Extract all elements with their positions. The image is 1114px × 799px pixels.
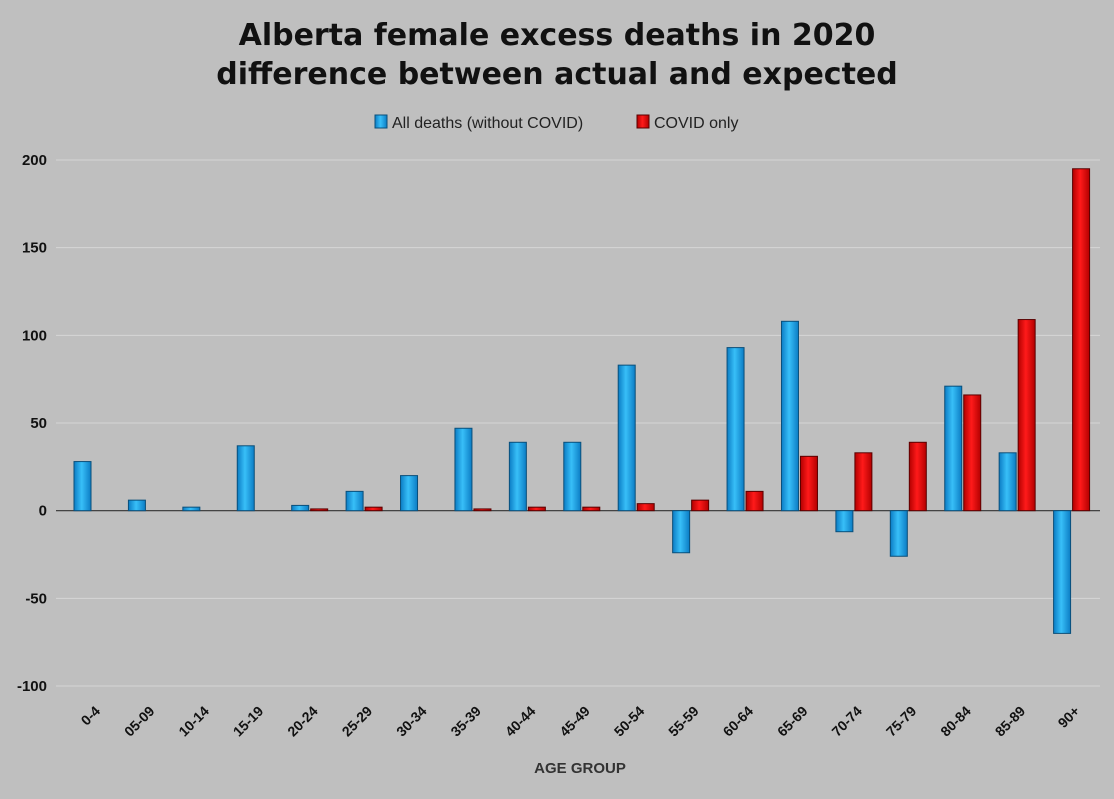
x-tick-label: 40-44 <box>502 703 539 740</box>
bar-all-deaths-65-69 <box>780 320 799 512</box>
bar-all-deaths-30-34 <box>400 475 419 512</box>
y-tick-label: -100 <box>17 678 47 695</box>
x-tick-label: 90+ <box>1055 703 1083 731</box>
x-tick-label: 05-09 <box>121 703 158 740</box>
y-tick-label: 50 <box>30 415 47 432</box>
bar-all-deaths-70-74 <box>835 510 854 533</box>
bar-all-deaths-50-54 <box>617 364 636 512</box>
bar-all-deaths-05-09 <box>127 499 146 512</box>
legend: All deaths (without COVID) COVID only <box>374 114 738 132</box>
gridlines <box>56 159 1100 687</box>
x-tick-label: 70-74 <box>828 703 865 740</box>
x-axis-title: AGE GROUP <box>534 760 626 777</box>
x-tick-label: 45-49 <box>556 703 593 740</box>
bar-covid-only-90+ <box>1072 168 1091 512</box>
bar-covid-only-65-69 <box>799 455 818 512</box>
x-tick-label: 80-84 <box>937 703 974 740</box>
x-tick-label: 10-14 <box>175 703 212 740</box>
x-tick-label: 60-64 <box>720 703 757 740</box>
legend-label-covid-only: COVID only <box>654 115 738 132</box>
bar-all-deaths-90+ <box>1053 510 1072 634</box>
bar-all-deaths-40-44 <box>508 441 527 512</box>
legend-label-all-deaths: All deaths (without COVID) <box>392 115 583 132</box>
bar-all-deaths-15-19 <box>236 445 255 512</box>
bar-covid-only-50-54 <box>636 503 655 512</box>
y-tick-label: 150 <box>22 240 47 257</box>
chart-subtitle: difference between actual and expected <box>216 57 898 92</box>
y-tick-label: 0 <box>39 503 47 520</box>
y-tick-label: 100 <box>22 327 47 344</box>
bar-all-deaths-35-39 <box>454 427 473 512</box>
bar-all-deaths-10-14 <box>182 506 201 512</box>
x-tick-label: 15-19 <box>230 703 267 740</box>
x-tick-label: 0-4 <box>77 703 103 729</box>
chart-title: Alberta female excess deaths in 2020 <box>239 18 876 53</box>
x-tick-label: 25-29 <box>339 703 376 740</box>
bar-covid-only-25-29 <box>364 506 383 512</box>
x-tick-label: 65-69 <box>774 703 811 740</box>
bar-covid-only-70-74 <box>854 452 873 512</box>
bar-all-deaths-45-49 <box>563 441 582 512</box>
y-axis-ticks: 200 150 100 50 0 -50 -100 <box>17 152 47 695</box>
bar-covid-only-55-59 <box>691 499 710 512</box>
x-tick-label: 85-89 <box>992 703 1029 740</box>
bar-covid-only-75-79 <box>908 441 927 512</box>
x-tick-label: 35-39 <box>447 703 484 740</box>
y-tick-label: -50 <box>25 590 47 607</box>
bar-covid-only-40-44 <box>527 506 546 512</box>
legend-swatch-covid-only <box>636 114 650 129</box>
x-tick-label: 20-24 <box>284 703 321 740</box>
x-tick-label: 50-54 <box>611 703 648 740</box>
bar-covid-only-45-49 <box>582 506 601 512</box>
bar-all-deaths-20-24 <box>291 504 310 512</box>
bar-all-deaths-0-4 <box>73 461 92 512</box>
bar-all-deaths-80-84 <box>944 385 963 512</box>
x-tick-label: 30-34 <box>393 703 430 740</box>
bar-covid-only-60-64 <box>745 490 764 512</box>
x-tick-label: 55-59 <box>665 703 702 740</box>
bar-all-deaths-25-29 <box>345 490 364 512</box>
legend-swatch-all-deaths <box>374 114 388 129</box>
x-axis-ticks: 0-4 05-09 10-14 15-19 20-24 25-29 30-34 35-39 40… <box>77 703 1082 740</box>
bar-all-deaths-60-64 <box>726 347 745 512</box>
bar-all-deaths-55-59 <box>672 510 691 554</box>
bar-all-deaths-85-89 <box>998 452 1017 512</box>
bar-covid-only-80-84 <box>963 394 982 512</box>
bar-covid-only-20-24 <box>310 508 329 512</box>
x-tick-label: 75-79 <box>883 703 920 740</box>
bar-all-deaths-75-79 <box>889 510 908 557</box>
bars <box>73 168 1091 634</box>
bar-covid-only-85-89 <box>1017 319 1036 512</box>
bar-covid-only-35-39 <box>473 508 492 512</box>
y-tick-label: 200 <box>22 152 47 169</box>
